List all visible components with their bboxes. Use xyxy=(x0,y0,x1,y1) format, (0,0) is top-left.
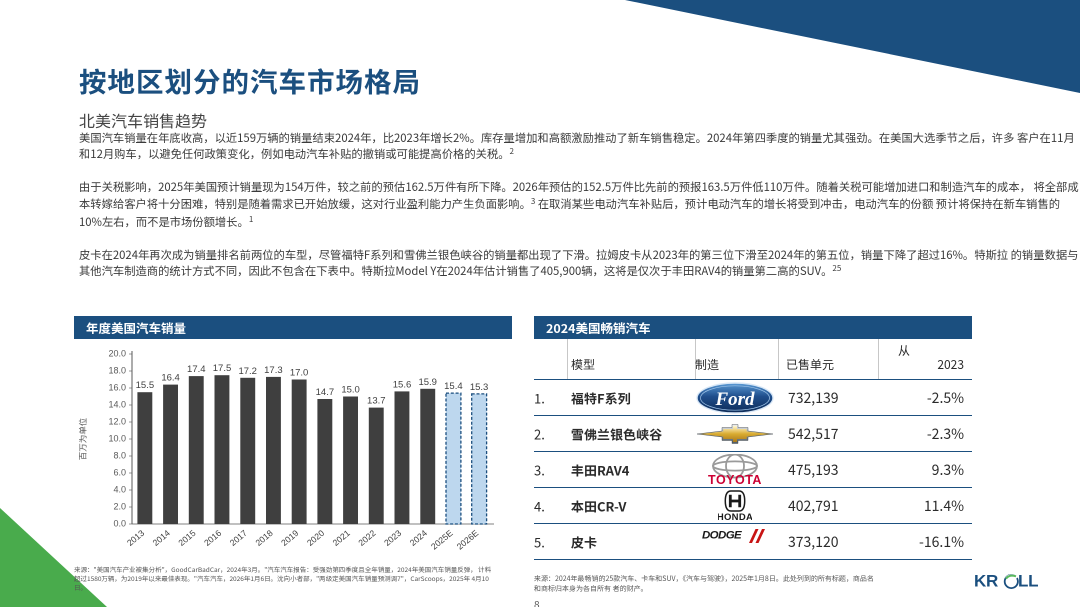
svg-text:13.7: 13.7 xyxy=(367,396,386,407)
svg-text:百万为单位: 百万为单位 xyxy=(77,418,89,461)
svg-text:17.5: 17.5 xyxy=(213,363,232,374)
svg-text:2013: 2013 xyxy=(125,528,146,548)
svg-text:15.6: 15.6 xyxy=(393,379,412,390)
svg-text:14.7: 14.7 xyxy=(316,387,335,398)
svg-text:KR: KR xyxy=(974,572,998,590)
svg-text:DODGE: DODGE xyxy=(702,529,742,540)
svg-text:12.0: 12.0 xyxy=(108,417,126,427)
svg-text:2.0: 2.0 xyxy=(113,502,126,512)
svg-text:4.0: 4.0 xyxy=(113,485,126,495)
svg-text:14.0: 14.0 xyxy=(108,400,126,410)
svg-text:15.5: 15.5 xyxy=(136,380,155,391)
svg-text:17.0: 17.0 xyxy=(290,368,309,379)
svg-text:15.3: 15.3 xyxy=(470,382,489,393)
svg-text:2021: 2021 xyxy=(331,528,352,548)
svg-text:2022: 2022 xyxy=(356,528,377,548)
svg-text:2020: 2020 xyxy=(305,528,326,548)
svg-text:10.0: 10.0 xyxy=(108,434,126,444)
svg-text:2019: 2019 xyxy=(279,528,300,548)
svg-text:Ford: Ford xyxy=(714,389,755,410)
svg-text:17.2: 17.2 xyxy=(238,366,257,377)
svg-text:TOYOTA: TOYOTA xyxy=(708,473,762,487)
svg-text:16.0: 16.0 xyxy=(108,383,126,393)
svg-text:17.3: 17.3 xyxy=(264,365,283,376)
svg-text:2014: 2014 xyxy=(151,528,172,548)
svg-text:2026E: 2026E xyxy=(455,528,481,552)
svg-text:2025E: 2025E xyxy=(429,528,455,552)
svg-text:18.0: 18.0 xyxy=(108,366,126,376)
svg-text:2023: 2023 xyxy=(382,528,403,548)
svg-text:15.0: 15.0 xyxy=(341,385,360,396)
svg-text:2018: 2018 xyxy=(253,528,274,548)
svg-text:15.9: 15.9 xyxy=(418,377,437,388)
svg-text:6.0: 6.0 xyxy=(113,468,126,478)
svg-text:17.4: 17.4 xyxy=(187,364,206,375)
svg-text:15.4: 15.4 xyxy=(444,381,463,392)
svg-text:0.0: 0.0 xyxy=(113,519,126,529)
svg-text:20.0: 20.0 xyxy=(108,349,126,359)
svg-text:2024: 2024 xyxy=(408,528,429,548)
svg-text:HONDA: HONDA xyxy=(718,512,752,523)
svg-text:16.4: 16.4 xyxy=(161,373,180,384)
svg-text:2015: 2015 xyxy=(176,528,197,548)
svg-text:2017: 2017 xyxy=(228,528,249,548)
svg-text:LL: LL xyxy=(1018,572,1038,590)
svg-text:8.0: 8.0 xyxy=(113,451,126,461)
svg-text:2016: 2016 xyxy=(202,528,223,548)
